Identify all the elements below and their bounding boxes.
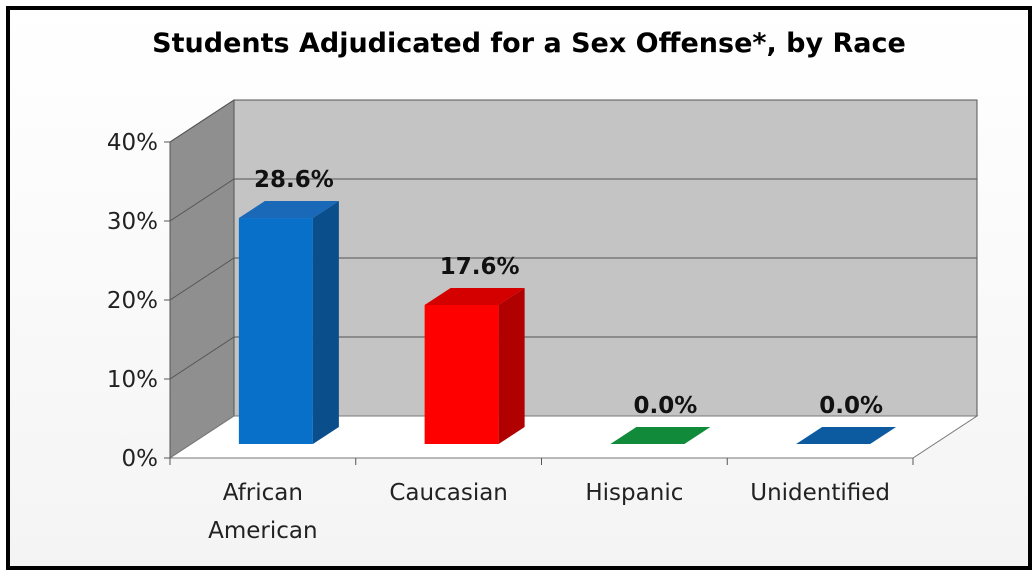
data-label: 28.6% — [254, 167, 334, 193]
gridline — [169, 178, 977, 222]
x-category-label: Hispanic — [585, 480, 683, 506]
gridline — [169, 99, 977, 143]
y-tick-label: 30% — [107, 209, 158, 235]
x-category-label: Unidentified — [750, 480, 890, 506]
x-category-label: African — [223, 480, 303, 506]
bar-side — [498, 287, 525, 444]
bar-top — [424, 287, 525, 305]
bar-front[interactable] — [424, 304, 499, 444]
gridline — [169, 257, 977, 301]
x-category-label: American — [208, 518, 317, 544]
bar-top[interactable] — [796, 427, 897, 444]
bar-top — [238, 201, 339, 219]
bar-front[interactable] — [238, 218, 313, 444]
data-label: 0.0% — [819, 393, 883, 419]
data-label: 17.6% — [440, 254, 520, 280]
plot-area: 0% 10% 20% 30% 40% 28.6% African American 17.6% C… — [107, 99, 979, 544]
x-category-label: Caucasian — [389, 480, 508, 506]
chart-title: Students Adjudicated for a Sex Offense*,… — [152, 28, 906, 59]
y-tick-label: 20% — [107, 288, 158, 314]
bar-top[interactable] — [610, 427, 711, 444]
y-tick-label: 10% — [107, 367, 158, 393]
gridline — [169, 336, 977, 380]
y-tick-label: 40% — [107, 130, 158, 156]
bar-side — [312, 201, 339, 444]
data-label: 0.0% — [633, 393, 697, 419]
y-tick-label: 0% — [122, 446, 159, 472]
floor — [168, 415, 979, 459]
